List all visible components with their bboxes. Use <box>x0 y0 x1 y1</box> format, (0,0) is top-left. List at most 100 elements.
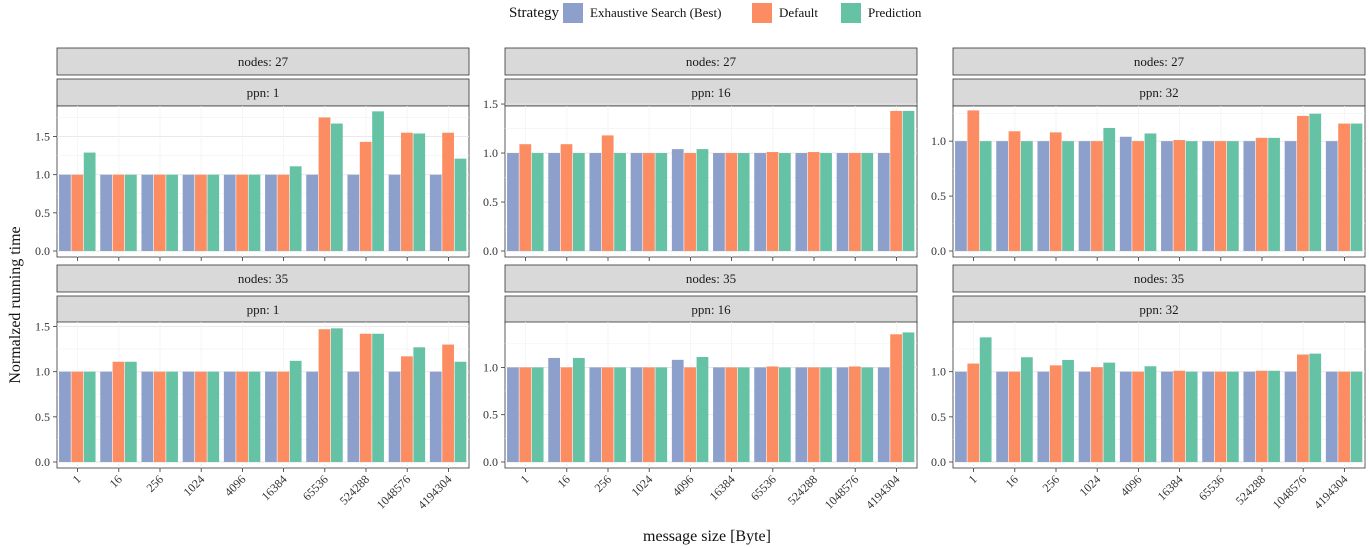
x-tick-label: 16 <box>1003 472 1021 490</box>
bar <box>671 149 684 251</box>
x-tick-label: 1 <box>70 472 84 486</box>
bar <box>849 366 861 462</box>
bar <box>713 367 725 462</box>
bar <box>195 174 207 251</box>
bar <box>1214 141 1227 251</box>
bar <box>236 174 248 251</box>
y-tick-label: 1.0 <box>35 168 50 182</box>
facet-panel: nodes: 35 ppn: 32 0.0 0.5 1.0 1 16 256 1024 4096 1… <box>931 264 1366 512</box>
bar <box>630 367 643 462</box>
bar <box>359 333 372 462</box>
bar <box>265 371 277 462</box>
bar <box>71 174 84 251</box>
bar <box>1284 141 1297 251</box>
bar <box>277 174 290 251</box>
bar <box>807 367 820 462</box>
bar <box>124 174 137 251</box>
bar <box>725 153 738 251</box>
bar <box>59 174 71 251</box>
x-tick-label: 65536 <box>1196 472 1227 503</box>
bar <box>372 111 384 251</box>
bar <box>1255 137 1268 251</box>
bar <box>330 328 343 462</box>
bar <box>979 337 992 462</box>
bar <box>737 153 750 251</box>
bar <box>306 174 319 251</box>
x-tick-label: 1024 <box>628 472 655 499</box>
strip-nodes-background <box>504 264 918 293</box>
bar <box>572 153 585 251</box>
bar <box>548 153 561 251</box>
bar <box>153 174 166 251</box>
strip-nodes-label: nodes: 35 <box>238 271 288 286</box>
bar <box>849 153 861 251</box>
strip-ppn-background <box>952 295 1366 324</box>
facet-panel: nodes: 35 ppn: 1 0.0 0.5 1.0 1.5 1 16 256 1024 409… <box>35 264 470 512</box>
legend-swatch-default <box>752 3 772 23</box>
strip-nodes-label: nodes: 27 <box>238 54 289 69</box>
bar <box>1078 141 1091 251</box>
x-tick-label: 256 <box>143 472 166 495</box>
bar <box>684 153 696 251</box>
x-tick-label: 4096 <box>222 472 249 499</box>
bar <box>1243 141 1256 251</box>
bar <box>861 367 874 462</box>
bar <box>1202 371 1215 462</box>
bar <box>223 174 236 251</box>
bar <box>277 371 290 462</box>
strip-ppn-label: ppn: 32 <box>1139 85 1178 100</box>
bar <box>1243 371 1256 462</box>
bar <box>195 371 207 462</box>
bar <box>548 357 561 462</box>
x-tick-label: 16384 <box>259 472 290 503</box>
bar <box>112 361 125 462</box>
y-tick-label: 0.0 <box>35 455 50 469</box>
bar <box>614 153 626 251</box>
bar <box>1309 113 1322 251</box>
bar <box>766 366 779 462</box>
bar <box>1268 137 1280 251</box>
bar <box>1144 133 1157 251</box>
y-tick-label: 1.0 <box>931 365 946 379</box>
bar <box>207 174 220 251</box>
strip-nodes-label: nodes: 27 <box>686 54 737 69</box>
x-tick-label: 1048576 <box>822 472 862 512</box>
y-tick-label: 1.0 <box>483 360 498 374</box>
bar <box>1037 141 1050 251</box>
bar <box>454 361 467 462</box>
bar <box>643 367 655 462</box>
bar <box>1037 371 1050 462</box>
legend-swatch-prediction <box>841 3 861 23</box>
bar <box>614 367 626 462</box>
bar <box>454 158 467 251</box>
bar <box>59 371 71 462</box>
strip-ppn-label: ppn: 32 <box>1139 302 1178 317</box>
strip-nodes-label: nodes: 35 <box>686 271 736 286</box>
bar <box>996 141 1009 251</box>
bar <box>601 135 614 251</box>
strip-nodes-background <box>56 47 470 76</box>
bar <box>401 132 413 251</box>
x-tick-label: 16384 <box>707 472 738 503</box>
bar <box>442 132 454 251</box>
bar <box>401 356 413 462</box>
bar <box>836 367 849 462</box>
legend-title: Strategy <box>509 5 559 21</box>
y-tick-label: 1.0 <box>931 134 946 148</box>
bar <box>725 367 738 462</box>
bar <box>1226 141 1239 251</box>
bar <box>1338 123 1350 251</box>
bar <box>1020 357 1033 462</box>
y-tick-label: 0.5 <box>483 408 498 422</box>
bar <box>836 153 849 251</box>
bar <box>507 367 519 462</box>
bar <box>223 371 236 462</box>
bar <box>696 357 709 462</box>
bar <box>413 133 426 251</box>
bar <box>1020 141 1033 251</box>
bar <box>306 371 319 462</box>
y-tick-label: 0.5 <box>931 410 946 424</box>
bar <box>1091 367 1103 462</box>
bar <box>1185 141 1198 251</box>
